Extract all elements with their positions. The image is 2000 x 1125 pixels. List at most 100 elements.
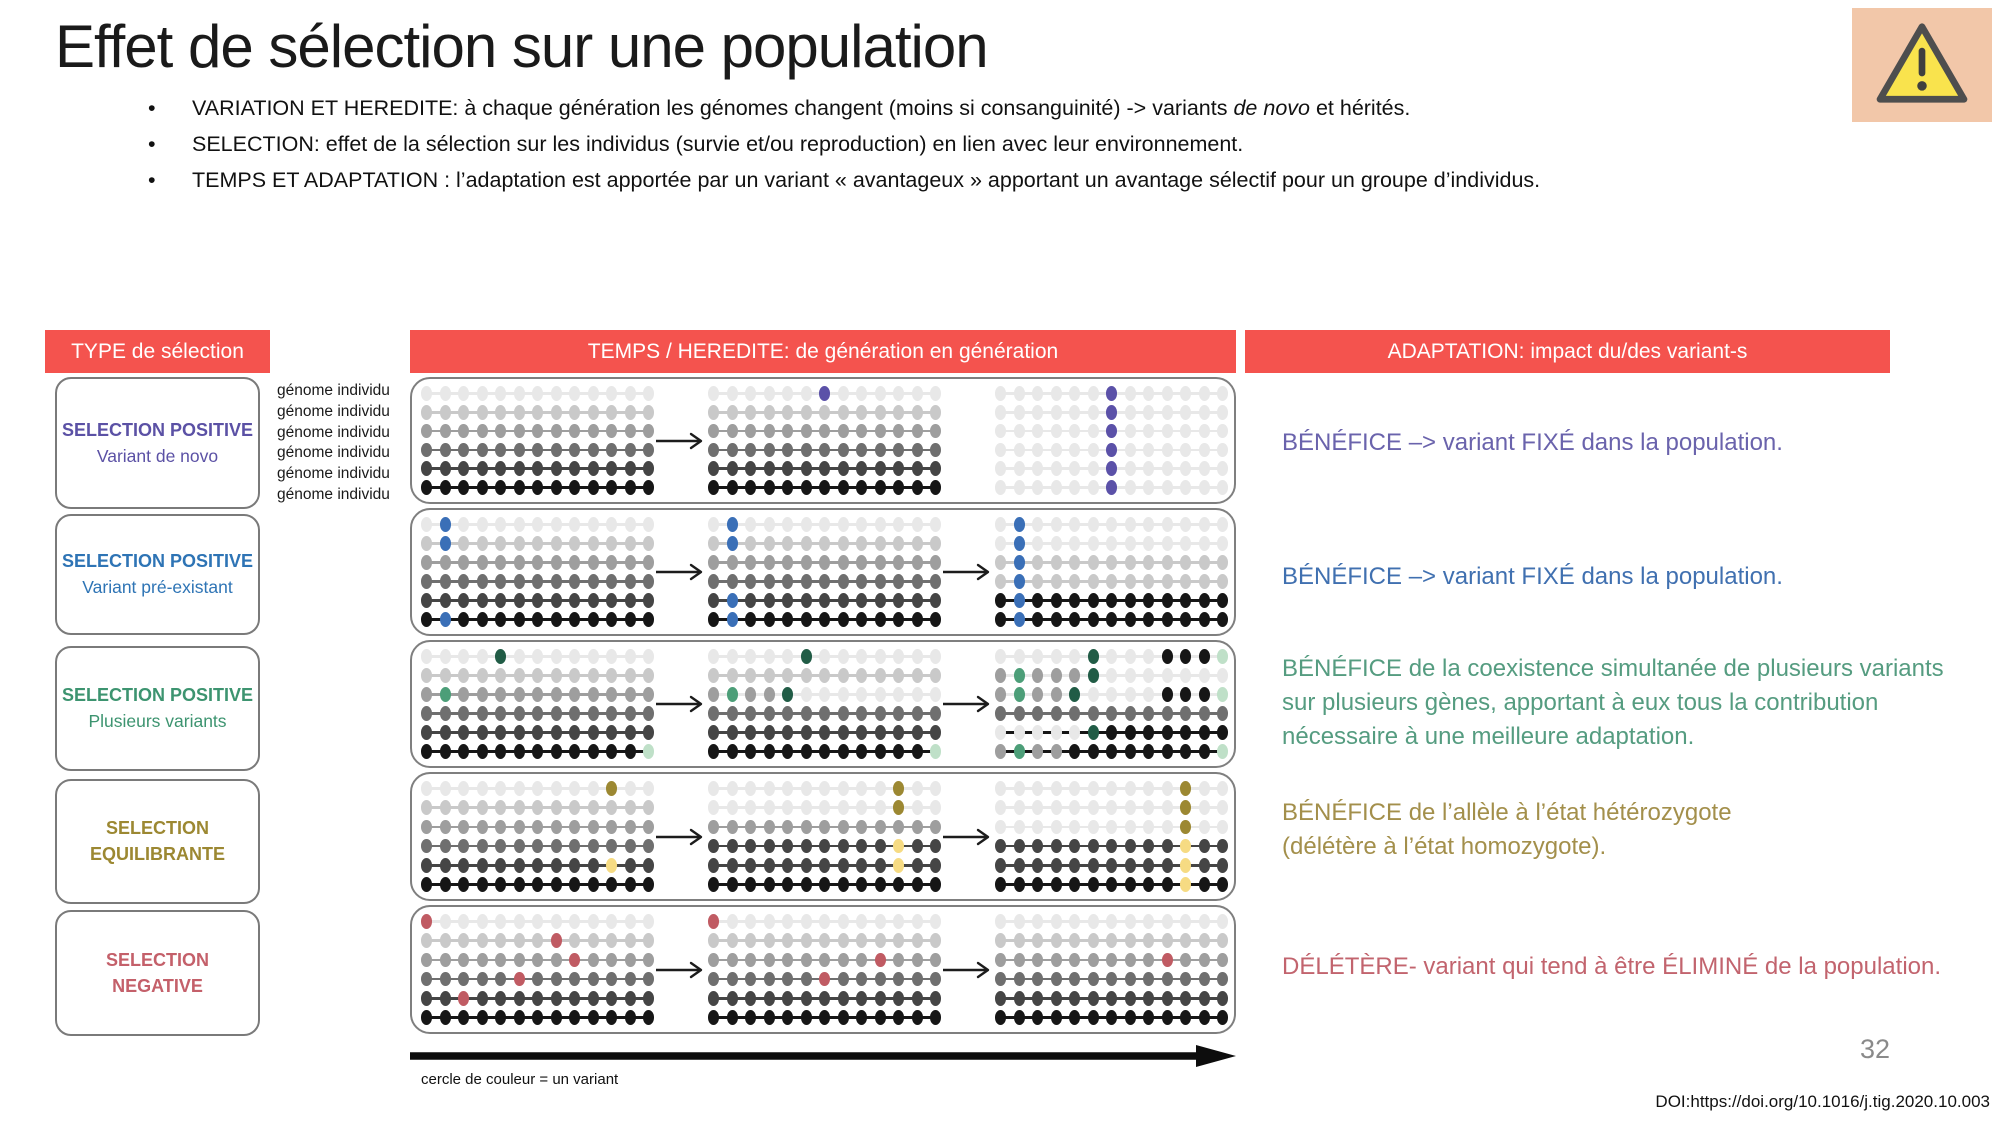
allele-dot (763, 1010, 775, 1025)
allele-dot (995, 405, 1006, 420)
allele-dot (782, 593, 793, 608)
genome-strand (708, 574, 941, 589)
allele-dot (745, 838, 756, 854)
generation-arrow-icon (941, 517, 995, 627)
allele-dot (1217, 461, 1228, 476)
bullet-text: SELECTION: effet de la sélection sur les… (192, 132, 1244, 156)
allele-dot (837, 838, 849, 854)
allele-dot (1180, 442, 1191, 458)
allele-dot (1106, 1010, 1117, 1025)
allele-dot (995, 593, 1006, 608)
allele-dot (1161, 914, 1173, 929)
allele-dot (856, 555, 867, 570)
genome-strand (708, 536, 941, 551)
allele-dot (1106, 706, 1117, 721)
allele-dot (532, 555, 543, 570)
allele-dot (495, 725, 506, 740)
allele-dot (1198, 877, 1210, 892)
type-box-subtitle: Variant de novo (96, 445, 219, 466)
variant-dot (439, 517, 451, 532)
allele-dot (643, 687, 654, 702)
allele-dot (782, 442, 793, 458)
allele-dot (708, 725, 719, 740)
allele-dot (1124, 1010, 1136, 1025)
allele-dot (439, 800, 451, 815)
allele-dot (893, 612, 904, 627)
allele-dot (745, 800, 756, 815)
time-axis-arrow-icon (410, 1044, 1238, 1073)
allele-dot (1069, 952, 1080, 968)
allele-dot (819, 649, 830, 664)
allele-dot (782, 517, 793, 532)
allele-dot (782, 838, 793, 854)
allele-dot (1106, 574, 1117, 589)
allele-dot (606, 687, 617, 702)
allele-dot (995, 612, 1006, 627)
allele-dot (1032, 461, 1043, 476)
allele-dot (930, 593, 941, 608)
allele-dot (1087, 555, 1099, 570)
allele-dot (550, 668, 562, 683)
allele-dot (819, 838, 830, 854)
allele-dot (874, 725, 886, 740)
variant-dot (708, 914, 719, 929)
allele-dot (476, 1010, 488, 1025)
allele-dot (930, 517, 941, 532)
allele-dot (782, 668, 793, 683)
allele-dot (624, 536, 636, 551)
allele-dot (726, 574, 738, 589)
allele-dot (800, 952, 812, 968)
allele-dot (1106, 819, 1117, 835)
variant-dot (893, 800, 904, 815)
generation-group (421, 386, 654, 495)
type-box-selection-equilibrante: SELECTION EQUILIBRANTE (55, 779, 260, 904)
allele-dot (726, 1010, 738, 1025)
type-box-title: SELECTION POSITIVE (61, 419, 254, 440)
allele-dot (911, 386, 923, 401)
allele-dot (1087, 405, 1099, 420)
allele-dot (643, 952, 654, 968)
allele-dot (624, 423, 636, 439)
allele-dot (1013, 819, 1025, 835)
genome-strand (708, 480, 941, 495)
allele-dot (1032, 517, 1043, 532)
allele-dot (893, 517, 904, 532)
allele-dot (1143, 706, 1154, 721)
generation-panel (410, 640, 1236, 768)
allele-dot (643, 706, 654, 721)
allele-dot (476, 914, 488, 929)
allele-dot (550, 649, 562, 664)
generation-group (708, 649, 941, 759)
allele-dot (569, 781, 580, 796)
allele-dot (837, 781, 849, 796)
allele-dot (726, 914, 738, 929)
allele-dot (763, 952, 775, 968)
allele-dot (995, 819, 1006, 835)
allele-dot (763, 858, 775, 873)
allele-dot (643, 725, 654, 740)
allele-dot (708, 574, 719, 589)
allele-dot (587, 838, 599, 854)
allele-dot (643, 991, 654, 1006)
allele-dot (1161, 933, 1173, 948)
allele-dot (587, 555, 599, 570)
allele-dot (1217, 838, 1228, 854)
allele-dot (476, 555, 488, 570)
type-box-title: SELECTION (105, 949, 209, 970)
allele-dot (930, 933, 941, 948)
allele-dot (1180, 1010, 1191, 1025)
allele-dot (1013, 933, 1025, 948)
allele-dot (643, 405, 654, 420)
allele-dot (1180, 725, 1191, 740)
allele-dot (1143, 933, 1154, 948)
allele-dot (1069, 800, 1080, 815)
allele-dot (1143, 914, 1154, 929)
allele-dot (1161, 800, 1173, 815)
allele-dot (1069, 668, 1080, 683)
allele-dot (995, 914, 1006, 929)
allele-dot (1124, 706, 1136, 721)
allele-dot (1217, 593, 1228, 608)
genome-strand (708, 971, 941, 987)
allele-dot (550, 914, 562, 929)
allele-dot (624, 991, 636, 1006)
